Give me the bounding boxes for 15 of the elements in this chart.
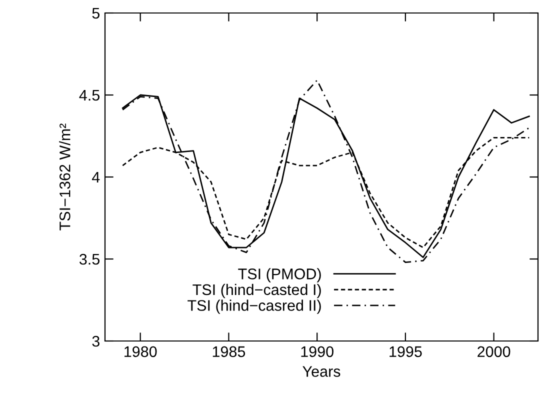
x-tick-label: 1985 xyxy=(212,346,246,358)
x-tick-label: 1980 xyxy=(124,346,157,358)
y-tick-label: 4 xyxy=(92,172,100,183)
y-axis-title: TSI−1362 W/m² xyxy=(59,124,70,230)
x-tick-label: 1995 xyxy=(390,346,422,358)
x-tick-label: 2000 xyxy=(478,346,510,358)
y-tick-label: 4.5 xyxy=(79,90,100,101)
x-tick-label: 1990 xyxy=(301,346,334,358)
x-axis-title: Years xyxy=(302,366,340,377)
y-tick-label: 5 xyxy=(92,8,100,19)
y-tick-label: 3.5 xyxy=(79,254,100,265)
legend-label: TSI (hind−casted I) xyxy=(192,284,321,298)
y-tick-label: 3 xyxy=(92,336,100,347)
legend-label: TSI (hind−casred II) xyxy=(188,300,321,314)
legend-label: TSI (PMOD) xyxy=(238,268,321,282)
